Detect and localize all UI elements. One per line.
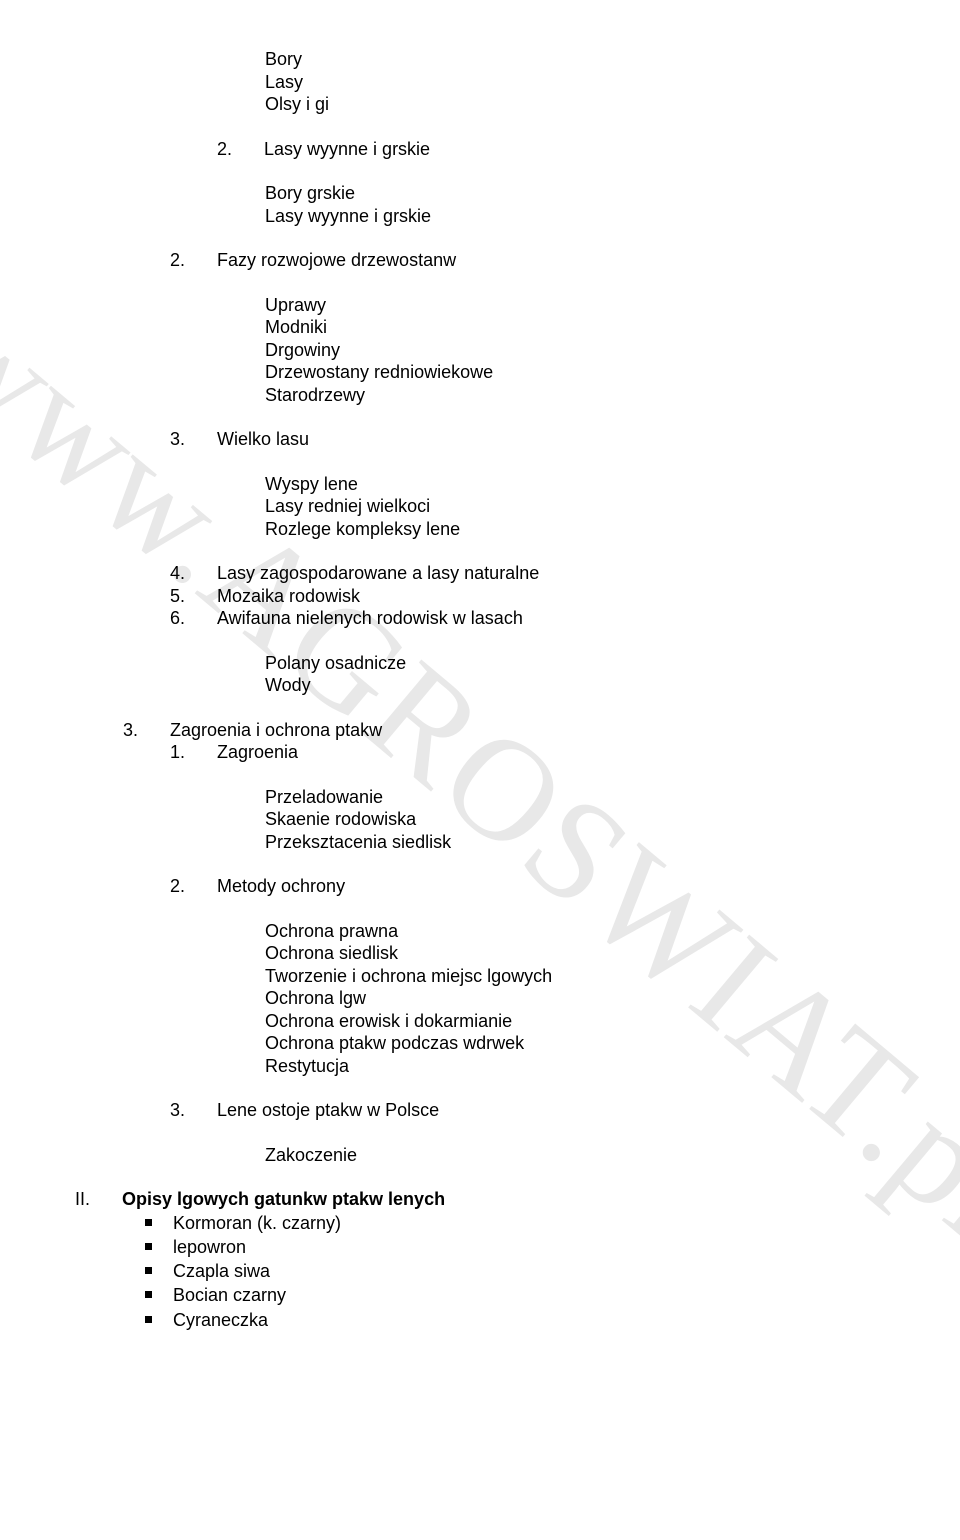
text-block: Ochrona prawna Ochrona siedlisk Tworzeni… [265,920,845,1078]
bullet-list: Kormoran (k. czarny) lepowron Czapla siw… [145,1211,845,1332]
list-item: 3. Lene ostoje ptakw w Polsce [170,1099,845,1122]
bullet-item: Cyraneczka [145,1308,845,1332]
text-block: Bory Lasy Olsy i gi [265,48,845,116]
text-line: Drgowiny [265,339,845,362]
text-block: Przeladowanie Skaenie rodowiska Przekszt… [265,786,845,854]
text-line: Restytucja [265,1055,845,1078]
text-line: Przeksztacenia siedlisk [265,831,845,854]
item-number: 2. [170,249,217,272]
text-block: Wyspy lene Lasy redniej wielkoci Rozlege… [265,473,845,541]
text-line: Przeladowanie [265,786,845,809]
item-number: 6. [170,607,217,630]
list-item: 2. Lasy wyynne i grskie [217,138,845,161]
text-line: Skaenie rodowiska [265,808,845,831]
item-number: II. [75,1188,122,1211]
item-number: 5. [170,585,217,608]
document-body: Bory Lasy Olsy i gi 2. Lasy wyynne i grs… [170,48,845,1332]
text-line: Ochrona prawna [265,920,845,943]
text-line: Uprawy [265,294,845,317]
text-line: Lasy [265,71,845,94]
text-line: Tworzenie i ochrona miejsc lgowych [265,965,845,988]
item-title: Fazy rozwojowe drzewostanw [217,249,845,272]
bullet-item: Kormoran (k. czarny) [145,1211,845,1235]
list-item: 6. Awifauna nielenych rodowisk w lasach [170,607,845,630]
text-line: Polany osadnicze [265,652,845,675]
text-line: Bory [265,48,845,71]
text-line: Rozlege kompleksy lene [265,518,845,541]
text-line: Modniki [265,316,845,339]
section-heading: Opisy lgowych gatunkw ptakw lenych [122,1188,845,1211]
list-item: 3. Zagroenia i ochrona ptakw [123,719,845,742]
item-title: Awifauna nielenych rodowisk w lasach [217,607,845,630]
item-title: Lene ostoje ptakw w Polsce [217,1099,845,1122]
text-block: Polany osadnicze Wody [265,652,845,697]
text-line: Bory grskie [265,182,845,205]
text-line: Ochrona ptakw podczas wdrwek [265,1032,845,1055]
item-number: 1. [170,741,217,764]
text-line: Olsy i gi [265,93,845,116]
item-title: Lasy wyynne i grskie [264,138,845,161]
text-line: Starodrzewy [265,384,845,407]
list-item: 2. Metody ochrony [170,875,845,898]
list-item: 3. Wielko lasu [170,428,845,451]
item-title: Lasy zagospodarowane a lasy naturalne [217,562,845,585]
list-item: 5. Mozaika rodowisk [170,585,845,608]
text-line: Ochrona siedlisk [265,942,845,965]
list-item: II. Opisy lgowych gatunkw ptakw lenych [75,1188,845,1211]
text-block: Zakoczenie [265,1144,845,1167]
item-title: Wielko lasu [217,428,845,451]
text-line: Wyspy lene [265,473,845,496]
list-item: 1. Zagroenia [170,741,845,764]
bullet-item: lepowron [145,1235,845,1259]
item-title: Zagroenia [217,741,845,764]
text-block: Bory grskie Lasy wyynne i grskie [265,182,845,227]
text-line: Ochrona lgw [265,987,845,1010]
text-line: Zakoczenie [265,1144,845,1167]
item-number: 3. [170,1099,217,1122]
text-line: Wody [265,674,845,697]
text-line: Ochrona erowisk i dokarmianie [265,1010,845,1033]
item-title: Metody ochrony [217,875,845,898]
text-line: Lasy redniej wielkoci [265,495,845,518]
list-item: 2. Fazy rozwojowe drzewostanw [170,249,845,272]
bullet-item: Czapla siwa [145,1259,845,1283]
text-line: Lasy wyynne i grskie [265,205,845,228]
item-number: 4. [170,562,217,585]
item-number: 3. [170,428,217,451]
text-block: Uprawy Modniki Drgowiny Drzewostany redn… [265,294,845,407]
item-title: Zagroenia i ochrona ptakw [170,719,845,742]
item-number: 3. [123,719,170,742]
item-number: 2. [217,138,264,161]
bullet-item: Bocian czarny [145,1283,845,1307]
item-number: 2. [170,875,217,898]
list-item: 4. Lasy zagospodarowane a lasy naturalne [170,562,845,585]
item-title: Mozaika rodowisk [217,585,845,608]
text-line: Drzewostany redniowiekowe [265,361,845,384]
